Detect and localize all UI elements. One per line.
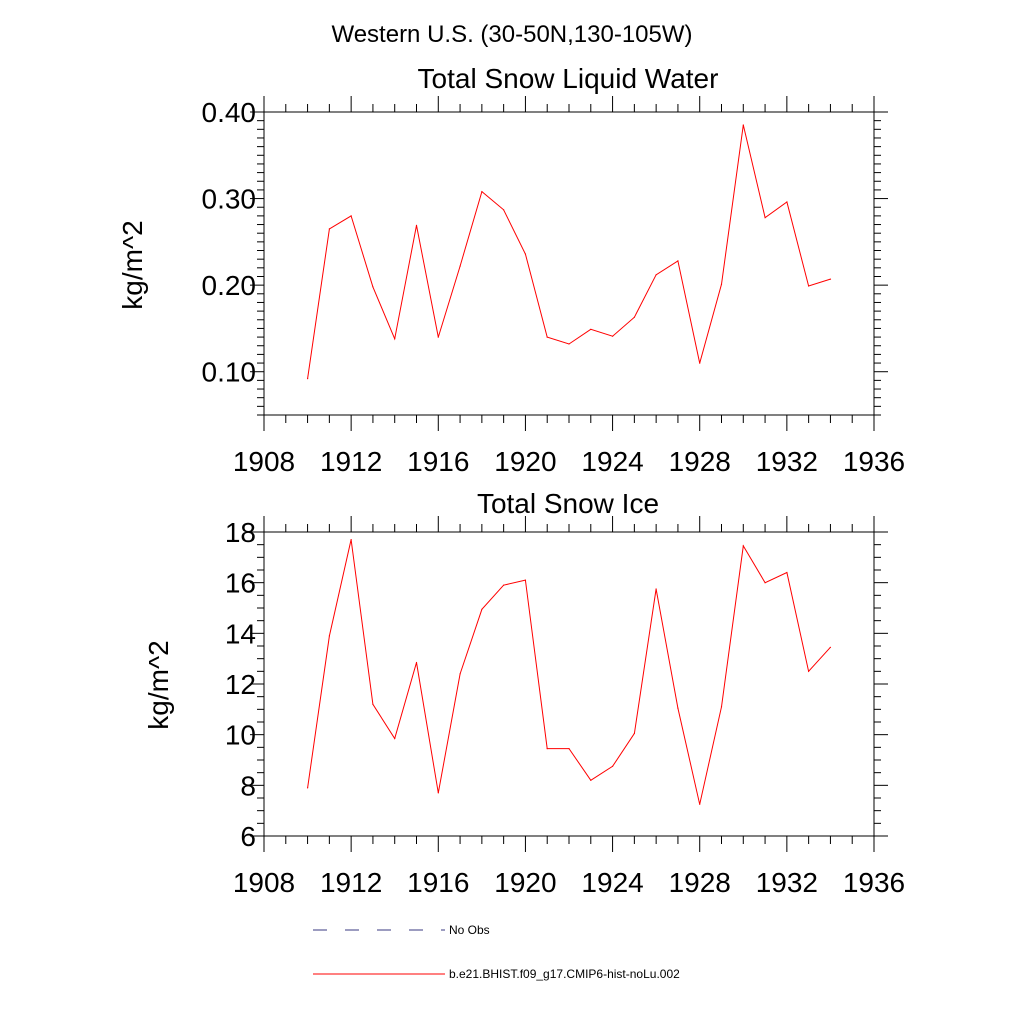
data-point <box>415 661 418 664</box>
chart-panel-snow-ice: Total Snow Ice kg/m^2 1908 1912 1916 1920 19… <box>143 488 905 898</box>
plot-frame <box>263 531 875 837</box>
x-tick-label: 1932 <box>756 867 818 898</box>
y-tick-label: 8 <box>240 770 256 801</box>
y-tick-label: 14 <box>225 618 256 649</box>
data-point <box>328 228 330 230</box>
data-point <box>829 646 832 648</box>
tick-labels: 1908 1912 1916 1920 1924 1928 1932 1936 0.10 0.20… <box>202 97 906 477</box>
y-tick-label: 0.20 <box>202 270 257 301</box>
x-tick-label: 1936 <box>843 446 905 477</box>
x-tick-label: 1928 <box>669 867 731 898</box>
x-tick-label: 1916 <box>407 446 469 477</box>
data-point <box>764 217 766 219</box>
y-axis-label: kg/m^2 <box>117 220 148 309</box>
data-point <box>437 336 439 338</box>
data-point <box>307 787 309 789</box>
data-point <box>415 224 418 226</box>
x-tick-label: 1928 <box>669 446 731 477</box>
y-tick-label: 0.30 <box>202 184 257 215</box>
x-tick-label: 1936 <box>843 867 905 898</box>
data-point <box>503 209 505 211</box>
x-tick-label: 1920 <box>494 446 556 477</box>
series-group <box>307 124 832 380</box>
data-point <box>633 316 636 318</box>
data-point <box>742 124 744 126</box>
data-point <box>699 803 701 805</box>
data-point <box>372 703 374 705</box>
y-tick-label: 10 <box>225 720 256 751</box>
data-point <box>394 338 396 340</box>
y-axis-label: kg/m^2 <box>143 640 174 729</box>
data-point <box>612 335 614 337</box>
data-point <box>720 706 723 708</box>
data-point <box>786 201 788 203</box>
legend: No Obs b.e21.BHIST.f09_g17.CMIP6-hist-no… <box>313 923 680 981</box>
data-point <box>437 792 439 794</box>
x-tick-label: 1916 <box>407 867 469 898</box>
y-tick-label: 0.40 <box>202 97 257 128</box>
x-tick-label: 1932 <box>756 446 818 477</box>
y-tick-label: 6 <box>240 821 256 852</box>
data-point <box>568 748 570 750</box>
data-point <box>786 571 788 574</box>
x-tick-label: 1912 <box>320 446 382 477</box>
data-point <box>350 539 352 541</box>
x-tick-label: 1912 <box>320 867 382 898</box>
x-tick-label: 1908 <box>233 867 295 898</box>
data-point <box>590 779 592 781</box>
chart-panel-snow-liquid-water: Total Snow Liquid Water kg/m^2 1908 1912 1… <box>117 63 905 477</box>
data-point <box>307 378 309 380</box>
data-point <box>394 737 396 740</box>
x-tick-label: 1924 <box>581 446 643 477</box>
series-group <box>307 539 832 805</box>
data-point <box>808 670 810 672</box>
data-point <box>655 274 657 276</box>
data-point <box>742 545 744 547</box>
data-point <box>524 253 527 255</box>
data-point <box>328 635 330 637</box>
axis-ticks <box>250 96 888 431</box>
legend-label-no-obs: No Obs <box>449 923 490 937</box>
data-point <box>568 343 570 345</box>
plot-frame <box>263 111 875 416</box>
data-point <box>459 265 461 267</box>
y-tick-label: 12 <box>225 669 256 700</box>
data-point <box>546 748 548 750</box>
legend-label-model: b.e21.BHIST.f09_g17.CMIP6-hist-noLu.002 <box>449 967 680 981</box>
series-line <box>307 124 831 379</box>
data-point <box>764 582 766 584</box>
data-point <box>699 362 701 364</box>
figure-supertitle: Western U.S. (30-50N,130-105W) <box>331 21 692 48</box>
data-point <box>677 260 679 262</box>
x-tick-label: 1908 <box>233 446 295 477</box>
y-tick-label: 16 <box>225 568 256 599</box>
chart-title: Total Snow Liquid Water <box>418 63 719 94</box>
x-tick-label: 1924 <box>581 867 643 898</box>
data-point <box>481 608 483 610</box>
data-point <box>546 336 548 338</box>
y-tick-label: 0.10 <box>202 357 257 388</box>
data-point <box>677 707 679 709</box>
series-line <box>307 539 831 805</box>
data-point <box>459 673 461 675</box>
data-point <box>612 765 614 767</box>
data-point <box>524 579 527 581</box>
data-point <box>372 286 374 288</box>
data-point <box>350 215 352 217</box>
data-point <box>655 588 657 590</box>
chart-title: Total Snow Ice <box>477 488 659 519</box>
data-point <box>808 285 810 287</box>
data-point <box>590 328 592 330</box>
data-point <box>829 278 832 280</box>
data-point <box>481 191 483 193</box>
y-tick-label: 18 <box>225 517 256 548</box>
tick-labels: 1908 1912 1916 1920 1924 1928 1932 1936 6 8 10 12 14… <box>225 517 905 898</box>
data-point <box>720 283 723 285</box>
axis-ticks <box>250 516 888 852</box>
x-tick-label: 1920 <box>494 867 556 898</box>
data-point <box>503 584 505 586</box>
data-point <box>633 732 636 735</box>
